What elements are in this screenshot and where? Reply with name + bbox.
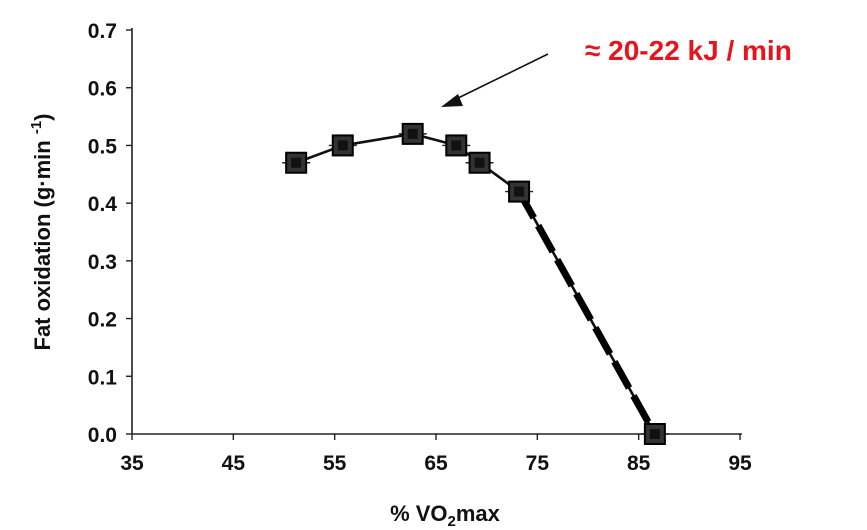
axes (131, 28, 742, 435)
annotation-arrow (451, 53, 549, 102)
y-tick-label: 0.6 (88, 78, 117, 101)
y-tick-label: 0.5 (88, 135, 118, 158)
x-tick-label: 55 (323, 452, 347, 475)
x-tick-label: 35 (120, 452, 144, 475)
y-tick-label: 0.0 (88, 424, 117, 447)
square-marker-core (514, 186, 525, 197)
data-point (282, 151, 311, 174)
dashed-extrapolation-line (516, 189, 658, 436)
square-marker-core (649, 429, 660, 439)
square-marker-core (337, 140, 348, 151)
data-point (640, 423, 669, 445)
data-point (328, 134, 357, 157)
y-tick-label: 0.4 (88, 193, 118, 216)
y-tick-label: 0.3 (88, 251, 117, 274)
x-axis-label: % VO2max (390, 501, 501, 530)
x-tick-label: 65 (424, 452, 448, 475)
square-marker-core (407, 128, 418, 139)
x-tick-label: 45 (222, 452, 246, 475)
y-axis-ticks: 0.0 0.1 0.2 0.3 0.4 0.5 0.6 0.7 (88, 20, 132, 447)
data-markers (282, 122, 669, 445)
fat-oxidation-line (295, 132, 657, 435)
data-point (505, 180, 534, 203)
series-lines (295, 132, 658, 436)
square-marker-core (474, 157, 485, 168)
annotation-text: ≈ 20-22 kJ / min (585, 35, 792, 66)
y-tick-label: 0.2 (88, 309, 117, 332)
x-tick-label: 85 (627, 452, 651, 475)
y-axis-label: Fat oxidation (g·min -1) (28, 114, 55, 351)
y-tick-label: 0.1 (88, 366, 118, 389)
data-point (442, 134, 471, 157)
x-tick-label: 75 (526, 452, 550, 475)
data-point (465, 151, 494, 174)
annotation: ≈ 20-22 kJ / min (441, 35, 792, 107)
y-tick-label: 0.7 (88, 20, 117, 43)
square-marker-core (291, 157, 302, 168)
data-point (398, 122, 427, 145)
x-tick-label: 95 (728, 452, 752, 475)
annotation-arrowhead (441, 94, 463, 107)
x-axis-ticks: 35 45 55 65 75 85 95 (120, 434, 752, 475)
square-marker-core (451, 140, 462, 151)
